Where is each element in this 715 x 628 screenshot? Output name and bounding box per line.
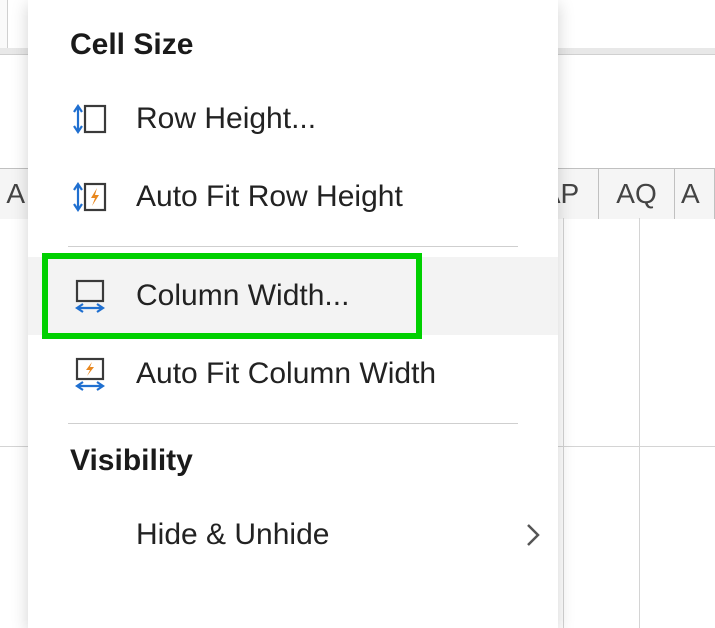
menu-separator (68, 423, 518, 424)
autofit-row-height-label: Auto Fit Row Height (136, 180, 558, 214)
topstrip-left (0, 0, 8, 48)
hide-unhide-item[interactable]: Hide & Unhide (28, 496, 558, 574)
gridline (563, 218, 564, 628)
row-height-label: Row Height... (136, 102, 558, 136)
section-header-cell-size: Cell Size (28, 18, 558, 80)
chevron-right-icon (508, 521, 558, 549)
column-width-label: Column Width... (136, 279, 558, 313)
autofit-column-width-icon (70, 354, 136, 394)
row-height-item[interactable]: Row Height... (28, 80, 558, 158)
autofit-column-width-item[interactable]: Auto Fit Column Width (28, 335, 558, 413)
gridline (639, 218, 640, 628)
column-header[interactable]: A (0, 169, 30, 219)
column-width-item[interactable]: Column Width... (28, 257, 558, 335)
column-header[interactable]: A (675, 169, 715, 219)
format-menu-panel: Cell Size Row Height... Auto Fit Row Hei… (28, 0, 558, 628)
menu-separator (68, 246, 518, 247)
autofit-row-height-icon (70, 177, 136, 217)
column-width-icon (70, 276, 136, 316)
column-header[interactable]: AQ (599, 169, 675, 219)
autofit-column-width-label: Auto Fit Column Width (136, 357, 558, 391)
hide-unhide-label: Hide & Unhide (136, 518, 508, 552)
row-height-icon (70, 99, 136, 139)
section-header-visibility: Visibility (28, 434, 558, 496)
autofit-row-height-item[interactable]: Auto Fit Row Height (28, 158, 558, 236)
